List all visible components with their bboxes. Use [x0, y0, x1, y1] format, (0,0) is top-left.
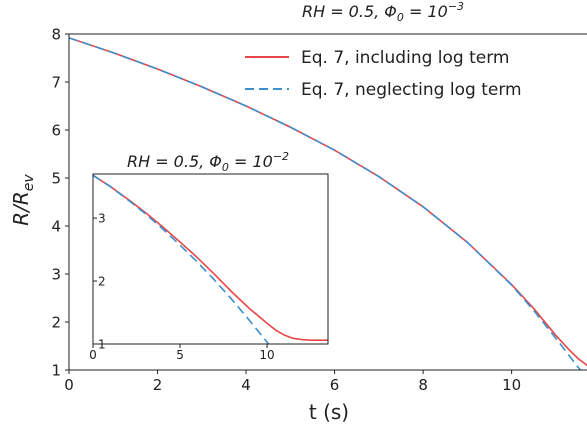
legend-label-including: Eq. 7, including log term — [301, 48, 509, 68]
main-x-tick-label: 0 — [64, 376, 74, 394]
main-y-tick-label: 2 — [51, 313, 61, 331]
inset-y-tick-label: 2 — [98, 274, 106, 288]
inset-y-tick-label: 1 — [98, 337, 106, 351]
inset-series-line-including — [93, 174, 328, 342]
main-title-prefix: RH = 0.5, Φ — [302, 2, 397, 21]
main-chart-title: RH = 0.5, Φ0 = 10−3 — [302, 0, 464, 24]
inset-series-line-neglecting — [93, 174, 270, 344]
inset-x-tick-label: 5 — [176, 348, 184, 362]
inset-title-prefix: RH = 0.5, Φ — [127, 152, 222, 171]
inset-y-axis-ticks: 1 2 3 — [93, 211, 106, 351]
inset-title-sub: 0 — [222, 161, 229, 174]
legend-label-neglecting: Eq. 7, neglecting log term — [301, 80, 522, 100]
main-axes-frame — [68, 33, 587, 371]
main-y-tick-label: 4 — [51, 217, 61, 235]
main-y-tick-label: 3 — [51, 265, 61, 283]
main-title-sup: −3 — [448, 0, 464, 13]
main-y-axis-ticks: 1 2 3 4 5 6 7 8 — [51, 25, 69, 379]
main-y-tick-label: 6 — [51, 121, 61, 139]
x-axis-label: t (s) — [309, 400, 349, 424]
main-x-tick-label: 4 — [241, 376, 251, 394]
y-axis-label: R/Rev — [9, 174, 37, 226]
main-x-tick-label: 8 — [418, 376, 428, 394]
main-y-tick-label: 5 — [51, 169, 61, 187]
y-axis-label-sub: ev — [21, 174, 37, 192]
main-y-tick-label: 1 — [51, 361, 61, 379]
main-x-tick-label: 2 — [153, 376, 163, 394]
main-title-sub: 0 — [397, 11, 404, 24]
main-series-line-neglecting — [69, 37, 582, 370]
inset-title-sup: −2 — [273, 150, 289, 163]
inset-title-eq: = 10 — [229, 152, 273, 171]
inset-chart-title: RH = 0.5, Φ0 = 10−2 — [127, 150, 289, 174]
main-x-tick-label: 6 — [330, 376, 340, 394]
main-y-tick-label: 7 — [51, 73, 61, 91]
inset-plot-area — [93, 174, 328, 344]
x-axis-label-text: t (s) — [309, 400, 349, 424]
inset-x-tick-label: 10 — [259, 348, 274, 362]
inset-axes-frame — [92, 173, 329, 345]
main-title-eq: = 10 — [404, 2, 448, 21]
inset-x-tick-label: 0 — [89, 348, 97, 362]
inset-x-axis-ticks: 0 5 10 — [89, 344, 275, 362]
main-y-tick-label: 8 — [51, 25, 61, 43]
main-x-tick-label: 10 — [502, 376, 521, 394]
inset-y-tick-label: 3 — [98, 211, 106, 225]
legend: Eq. 7, including log term Eq. 7, neglect… — [245, 48, 522, 100]
y-axis-label-main: R/R — [9, 191, 33, 226]
